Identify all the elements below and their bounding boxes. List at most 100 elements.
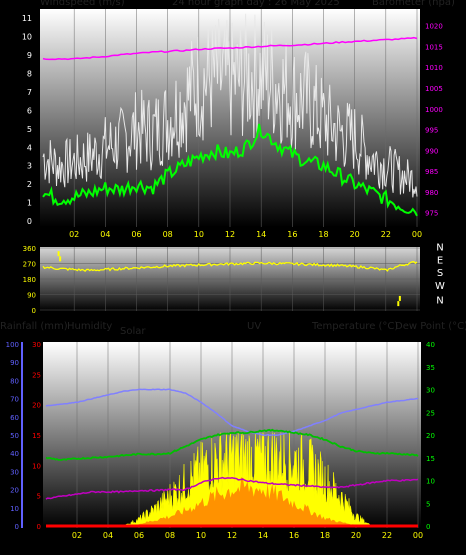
plot3-x-tick-label: 06 <box>134 531 144 540</box>
plot3-x-tick-label: 10 <box>196 531 206 540</box>
direction-outlier-point <box>57 251 60 257</box>
barometer-tick-label: 1020 <box>425 23 443 31</box>
windspeed-tick-label: 7 <box>27 88 32 97</box>
uv-series-area <box>46 477 418 526</box>
dewpoint-series-line <box>45 476 419 500</box>
plot2-gridlines <box>40 247 420 311</box>
plot1-x-tick-label: 08 <box>163 230 173 239</box>
plot1-x-tick-label: 04 <box>100 230 110 239</box>
temperature-tick-label: 10 <box>426 478 435 486</box>
barometer-tick-label: 1005 <box>425 85 443 93</box>
axis-tick-labels: 02 04 06 08 10 12 14 16 18 20 22 000123456789101197… <box>6 14 445 540</box>
plot1-x-tick-label: 20 <box>350 230 360 239</box>
plot3-x-tick-label: 08 <box>165 531 175 540</box>
windspeed-tick-label: 6 <box>27 106 32 115</box>
barometer-tick-label: 990 <box>425 147 438 155</box>
solar-axis-label: Solar <box>120 326 146 337</box>
plot3-series <box>45 388 419 528</box>
humidity-tick-label: 0 <box>15 523 19 531</box>
plot1-x-tick-label: 06 <box>131 230 141 239</box>
humidity-tick-label: 60 <box>10 414 19 422</box>
graph-title: 24 hour graph day : 26 May 2025 <box>172 0 340 8</box>
barometer-axis-label: Barometer (hpa) <box>372 0 455 8</box>
windspeed-tick-label: 1 <box>27 199 32 208</box>
rainfall-tick-label: 20 <box>32 402 41 410</box>
compass-label: W <box>435 281 445 292</box>
windspeed-tick-label: 4 <box>27 143 32 152</box>
barometer-tick-label: 995 <box>425 127 438 135</box>
windspeed-axis-label: Windspeed (m/s) <box>40 0 125 8</box>
temperature-tick-label: 35 <box>426 364 435 372</box>
compass-label: N <box>436 242 443 253</box>
barometer-tick-label: 1010 <box>425 64 443 72</box>
rainfall-tick-label: 0 <box>37 523 41 531</box>
barometer-tick-label: 985 <box>425 168 438 176</box>
windspeed-tick-label: 0 <box>27 217 32 226</box>
humidity-tick-label: 30 <box>10 468 19 476</box>
windspeed-tick-label: 9 <box>27 51 32 60</box>
pressure-series-line <box>42 36 418 61</box>
direction-tick-label: 0 <box>32 307 36 315</box>
windspeed-tick-label: 3 <box>27 162 32 171</box>
humidity-tick-label: 70 <box>10 396 19 404</box>
plot3-x-tick-label: 22 <box>382 531 392 540</box>
plot1-x-tick-label: 16 <box>287 230 297 239</box>
rainfall-tick-label: 25 <box>32 371 41 379</box>
windspeed-tick-label: 11 <box>22 14 32 23</box>
plot1-x-tick-label: 00 <box>412 230 422 239</box>
direction-outlier-point <box>398 295 401 301</box>
direction-series-line <box>42 261 418 272</box>
temperature-tick-label: 5 <box>426 500 430 508</box>
plot1-x-tick-label: 22 <box>381 230 391 239</box>
humidity-tick-label: 40 <box>10 450 19 458</box>
direction-tick-label: 90 <box>27 292 36 300</box>
temperature-tick-label: 0 <box>426 523 430 531</box>
windspeed-tick-label: 2 <box>27 180 32 189</box>
temperature-tick-label: 15 <box>426 455 435 463</box>
plot3-x-tick-label: 02 <box>72 531 82 540</box>
direction-outlier-point <box>397 301 400 307</box>
temperature-tick-label: 20 <box>426 432 435 440</box>
gust-series-line <box>42 13 418 198</box>
plot1-x-tick-label: 12 <box>225 230 235 239</box>
plot3-gridlines <box>21 342 419 528</box>
humidity-tick-label: 50 <box>10 432 19 440</box>
plot3-x-tick-label: 14 <box>258 531 268 540</box>
plot2-series <box>42 251 418 307</box>
direction-tick-label: 180 <box>23 276 36 284</box>
direction-outlier-point <box>59 256 62 262</box>
temperature-tick-label: 40 <box>426 341 435 349</box>
windspeed-tick-label: 10 <box>22 33 32 42</box>
humidity-tick-label: 80 <box>10 377 19 385</box>
plot3-x-tick-label: 20 <box>351 531 361 540</box>
plot3-x-tick-label: 12 <box>227 531 237 540</box>
rainfall-axis-label: Rainfall (mm) <box>0 321 68 332</box>
plot1-x-tick-label: 02 <box>69 230 79 239</box>
plot1-x-tick-label: 10 <box>194 230 204 239</box>
windspeed-tick-label: 5 <box>27 125 32 134</box>
direction-tick-label: 270 <box>23 261 36 269</box>
humidity-tick-label: 90 <box>10 359 19 367</box>
temperature-series-line <box>45 428 419 461</box>
rainfall-tick-label: 10 <box>32 462 41 470</box>
plot1-series <box>42 13 418 217</box>
humidity-series-line <box>45 388 419 437</box>
rainfall-tick-label: 15 <box>32 432 41 440</box>
rainfall-tick-label: 5 <box>37 493 41 501</box>
compass-label: S <box>437 268 443 279</box>
barometer-tick-label: 1015 <box>425 43 443 51</box>
windspeed-tick-label: 8 <box>27 70 32 79</box>
plot3-x-tick-label: 04 <box>103 531 113 540</box>
barometer-tick-label: 975 <box>425 210 438 218</box>
humidity-axis-label: Humidity <box>67 321 113 332</box>
uv-axis-label: UV <box>247 321 262 332</box>
humidity-tick-label: 100 <box>6 341 19 349</box>
temperature-tick-label: 30 <box>426 387 435 395</box>
plot3-x-tick-label: 16 <box>289 531 299 540</box>
temperature-tick-label: 25 <box>426 409 435 417</box>
wind-series-line <box>42 123 418 217</box>
barometer-tick-label: 980 <box>425 189 438 197</box>
compass-label: N <box>436 296 443 307</box>
temperature-axis-label: Temperature (°C) <box>312 321 399 332</box>
